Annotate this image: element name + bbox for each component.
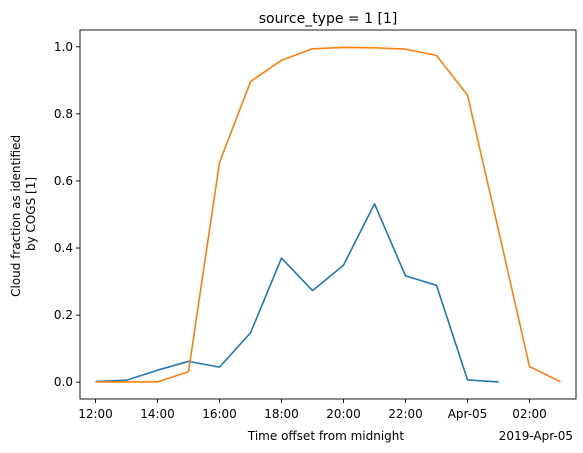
x-tick-label: 12:00 — [78, 407, 113, 421]
x-tick-label: 14:00 — [140, 407, 175, 421]
x-tick-label: 20:00 — [326, 407, 361, 421]
series-line-1 — [95, 203, 499, 383]
x-tick-label: 22:00 — [388, 407, 423, 421]
y-tick-label: 0.8 — [54, 107, 73, 121]
x-axis-label: Time offset from midnight — [247, 429, 404, 443]
y-axis-label-line-1: Cloud fraction as identified — [9, 135, 23, 297]
x-tick-label: 16:00 — [202, 407, 237, 421]
series-layer — [95, 46, 561, 383]
y-tick-label: 0.6 — [54, 174, 73, 188]
x-axis-ticks: 12:00 14:00 16:00 18:00 20:00 22:00 Apr-05 02:0… — [78, 399, 547, 421]
x-axis-offset-label: 2019-Apr-05 — [499, 429, 573, 443]
y-tick-label: 1.0 — [54, 40, 73, 54]
plot-frame — [79, 29, 577, 400]
y-tick-label: 0.0 — [54, 375, 73, 389]
y-axis-ticks: 0.0 0.2 0.4 0.6 0.8 1.0 — [54, 40, 80, 389]
x-tick-label: 18:00 — [264, 407, 299, 421]
series-line-2 — [95, 46, 561, 383]
x-tick-label: Apr-05 — [448, 407, 488, 421]
y-tick-label: 0.4 — [54, 241, 73, 255]
y-axis-label: Cloud fraction as identified by COGS [1] — [9, 131, 38, 297]
y-tick-label: 0.2 — [54, 308, 73, 322]
x-tick-label: 02:00 — [512, 407, 547, 421]
y-axis-label-line-2: by COGS [1] — [24, 177, 38, 251]
chart-title: source_type = 1 [1] — [259, 11, 398, 27]
